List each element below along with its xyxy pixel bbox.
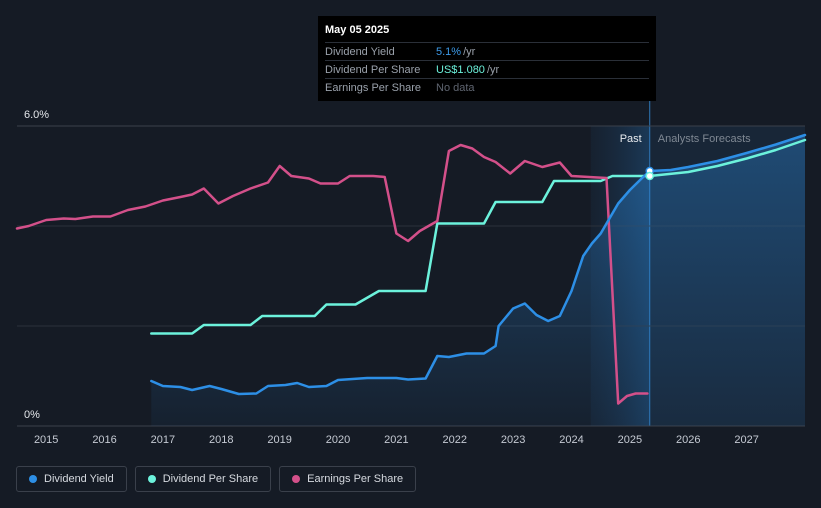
tooltip-row-dividend-yield: Dividend Yield 5.1% /yr	[325, 42, 649, 60]
x-tick-label: 2018	[209, 434, 233, 446]
dividend-yield-line	[150, 169, 651, 396]
legend-dot-icon	[147, 475, 156, 483]
x-tick-label: 2016	[92, 434, 116, 446]
legend-label: Dividend Per Share	[162, 473, 259, 485]
legend-label: Dividend Yield	[44, 473, 114, 485]
past-region-label: Past	[620, 133, 642, 145]
legend-item-dividend-yield[interactable]: Dividend Yield	[16, 466, 127, 492]
x-tick-label: 2024	[559, 434, 583, 446]
hover-marker	[645, 171, 654, 181]
tooltip-value: 5.1%	[436, 45, 462, 58]
hover-tooltip: May 05 2025 Dividend Yield 5.1% /yr Divi…	[318, 16, 656, 101]
dividend-yield-forecast-line	[648, 133, 807, 173]
tooltip-unit: /yr	[463, 45, 476, 58]
dividend-yield-area	[649, 135, 805, 426]
x-tick-label: 2017	[151, 434, 175, 446]
x-tick-label: 2022	[443, 434, 467, 446]
tooltip-value: US$1.080	[436, 63, 485, 76]
chart-legend: Dividend Yield Dividend Per Share Earnin…	[16, 466, 417, 492]
x-tick-label: 2019	[267, 434, 291, 446]
x-tick-label: 2025	[618, 434, 642, 446]
tooltip-row-dividend-per-share: Dividend Per Share US$1.080 /yr	[325, 60, 649, 78]
y-tick-label: 6.0%	[24, 109, 49, 121]
y-tick-label: 0%	[24, 409, 40, 421]
x-tick-label: 2023	[501, 434, 525, 446]
legend-dot-icon	[29, 475, 37, 483]
tooltip-label: Dividend Yield	[325, 45, 395, 58]
tooltip-row-earnings-per-share: Earnings Per Share No data	[325, 78, 649, 96]
tooltip-date: May 05 2025	[325, 24, 390, 36]
earnings-per-share-line	[15, 143, 649, 405]
x-tick-label: 2021	[384, 434, 408, 446]
x-tick-label: 2026	[676, 434, 700, 446]
tooltip-unit: /yr	[486, 63, 500, 76]
legend-label: Earnings Per Share	[307, 473, 404, 485]
tooltip-label: Dividend Per Share	[325, 63, 421, 76]
tooltip-label: Earnings Per Share	[325, 81, 421, 94]
legend-item-dividend-per-share[interactable]: Dividend Per Share	[134, 466, 272, 492]
x-tick-label: 2015	[34, 434, 58, 446]
forecast-region-label: Analysts Forecasts	[658, 133, 751, 145]
dividend-yield-area	[151, 171, 650, 426]
x-tick-label: 2020	[326, 434, 350, 446]
dividend-per-share-line	[150, 138, 807, 335]
legend-dot-icon	[292, 475, 301, 483]
tooltip-value: No data	[436, 81, 475, 94]
legend-item-earnings-per-share[interactable]: Earnings Per Share	[279, 466, 417, 492]
x-tick-label: 2027	[734, 434, 758, 446]
